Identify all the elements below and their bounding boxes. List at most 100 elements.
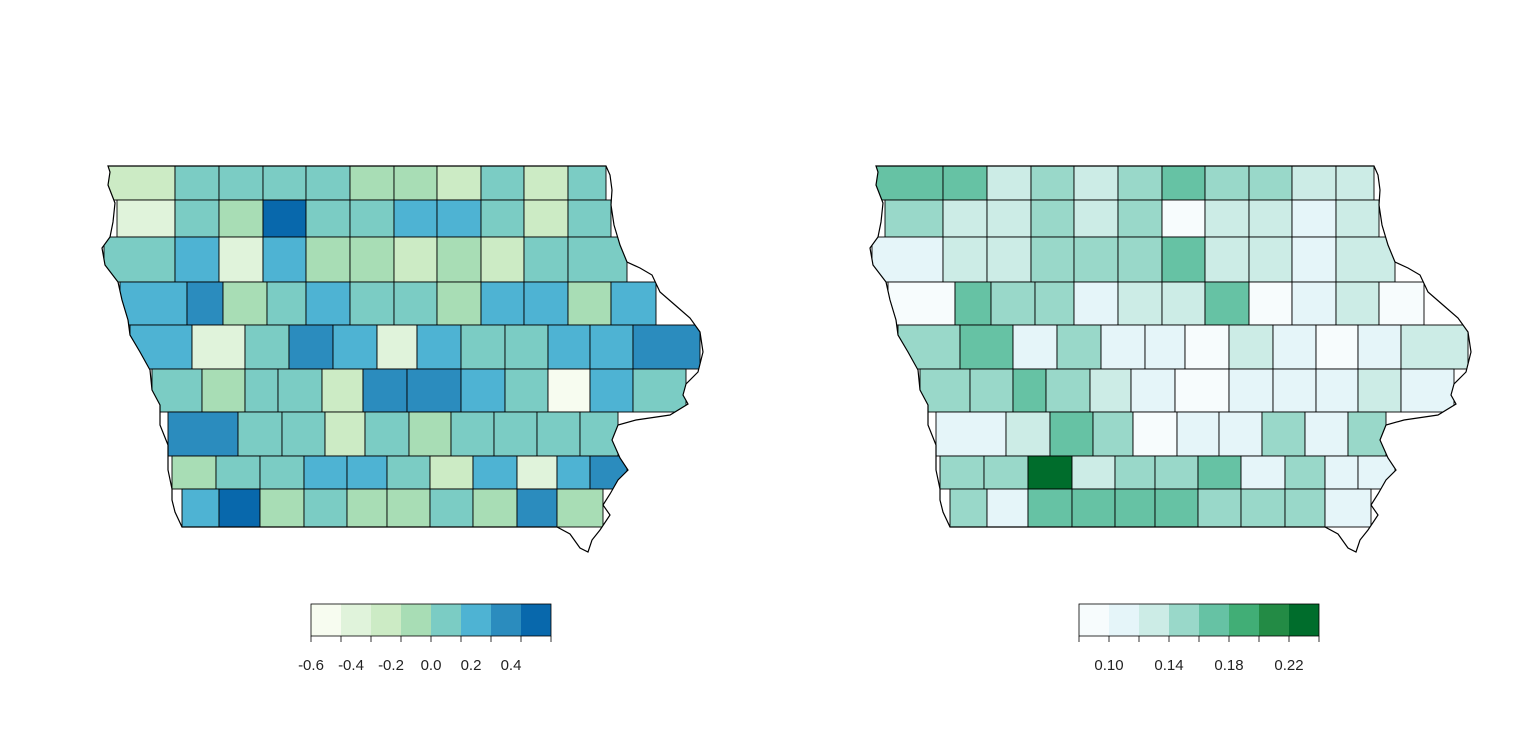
left-county-r2-c1[interactable] xyxy=(174,236,220,283)
right-county-r2-c6[interactable] xyxy=(1161,236,1206,283)
left-county-r7-c7[interactable] xyxy=(472,455,518,490)
left-county-r0-c8[interactable] xyxy=(480,166,525,201)
left-county-r2-c3[interactable] xyxy=(262,236,307,283)
right-county-r7-c9[interactable] xyxy=(1324,455,1359,490)
right-county-r1-c8[interactable] xyxy=(1248,199,1293,238)
right-county-r8-c3[interactable] xyxy=(1071,488,1116,528)
right-county-r0-c6[interactable] xyxy=(1161,166,1206,201)
right-county-r5-c7[interactable] xyxy=(1228,368,1274,413)
right-county-r0-c4[interactable] xyxy=(1073,166,1119,201)
left-county-r6-c3[interactable] xyxy=(324,411,366,457)
right-county-r4-c10[interactable] xyxy=(1357,324,1402,370)
right-county-r6-c8[interactable] xyxy=(1304,411,1349,457)
right-county-r0-c3[interactable] xyxy=(1030,166,1075,201)
right-county-r2-c2[interactable] xyxy=(986,236,1032,283)
left-county-r4-c7[interactable] xyxy=(460,324,506,370)
right-county-r6-c5[interactable] xyxy=(1176,411,1220,457)
right-county-r0-c5[interactable] xyxy=(1117,166,1163,201)
right-county-r2-c8[interactable] xyxy=(1248,236,1293,283)
right-county-r3-c4[interactable] xyxy=(1073,281,1119,326)
left-county-r7-c2[interactable] xyxy=(259,455,305,490)
left-county-r8-c9[interactable] xyxy=(556,488,604,528)
left-county-r6-c6[interactable] xyxy=(450,411,495,457)
left-county-r5-c4[interactable] xyxy=(321,368,364,413)
right-county-r5-c5[interactable] xyxy=(1130,368,1176,413)
left-county-r4-c5[interactable] xyxy=(376,324,418,370)
right-county-r5-c2[interactable] xyxy=(1012,368,1047,413)
left-county-r1-c6[interactable] xyxy=(393,199,438,238)
left-county-r6-c7[interactable] xyxy=(493,411,538,457)
left-county-r0-c4[interactable] xyxy=(305,166,351,201)
right-county-r6-c6[interactable] xyxy=(1218,411,1263,457)
right-county-r4-c6[interactable] xyxy=(1184,324,1230,370)
right-county-r1-c3[interactable] xyxy=(1030,199,1075,238)
right-county-r7-c0[interactable] xyxy=(939,455,985,490)
left-county-r3-c8[interactable] xyxy=(480,281,525,326)
left-county-r7-c0[interactable] xyxy=(171,455,217,490)
left-county-r3-c3[interactable] xyxy=(266,281,307,326)
right-county-r4-c4[interactable] xyxy=(1100,324,1146,370)
right-county-r0-c1[interactable] xyxy=(942,166,988,201)
right-county-r2-c4[interactable] xyxy=(1073,236,1119,283)
left-county-r3-c0[interactable] xyxy=(119,281,188,326)
right-county-r3-c5[interactable] xyxy=(1117,281,1163,326)
left-county-r5-c8[interactable] xyxy=(504,368,549,413)
left-county-r0-c1[interactable] xyxy=(174,166,220,201)
left-county-r4-c4[interactable] xyxy=(332,324,378,370)
right-county-r4-c1[interactable] xyxy=(959,324,1014,370)
left-county-r2-c7[interactable] xyxy=(436,236,482,283)
right-county-r3-c11[interactable] xyxy=(1378,281,1425,326)
left-county-r1-c0[interactable] xyxy=(116,199,176,238)
right-county-r3-c7[interactable] xyxy=(1204,281,1250,326)
left-county-r7-c3[interactable] xyxy=(303,455,348,490)
left-county-r5-c3[interactable] xyxy=(277,368,323,413)
left-county-r7-c4[interactable] xyxy=(346,455,388,490)
right-county-r8-c7[interactable] xyxy=(1240,488,1286,528)
left-county-r1-c1[interactable] xyxy=(174,199,220,238)
right-county-r5-c1[interactable] xyxy=(969,368,1014,413)
left-county-r7-c6[interactable] xyxy=(429,455,474,490)
left-county-r5-c6[interactable] xyxy=(406,368,462,413)
left-county-r5-c1[interactable] xyxy=(201,368,246,413)
left-county-r0-c10[interactable] xyxy=(567,166,607,201)
right-county-r4-c8[interactable] xyxy=(1272,324,1317,370)
right-county-r7-c3[interactable] xyxy=(1071,455,1116,490)
left-county-r1-c9[interactable] xyxy=(523,199,569,238)
right-county-r4-c5[interactable] xyxy=(1144,324,1186,370)
left-county-r6-c8[interactable] xyxy=(536,411,581,457)
left-county-r1-c3[interactable] xyxy=(262,199,307,238)
left-county-r8-c2[interactable] xyxy=(259,488,305,528)
left-county-r0-c5[interactable] xyxy=(349,166,395,201)
right-county-r6-c7[interactable] xyxy=(1261,411,1306,457)
right-county-r1-c1[interactable] xyxy=(942,199,988,238)
right-county-r0-c10[interactable] xyxy=(1335,166,1375,201)
left-county-r6-c4[interactable] xyxy=(364,411,410,457)
right-county-r1-c0[interactable] xyxy=(884,199,944,238)
left-county-r1-c4[interactable] xyxy=(305,199,351,238)
left-county-r3-c2[interactable] xyxy=(222,281,268,326)
right-county-r4-c9[interactable] xyxy=(1315,324,1359,370)
right-county-r7-c1[interactable] xyxy=(983,455,1029,490)
right-county-r7-c4[interactable] xyxy=(1114,455,1156,490)
right-county-r5-c8[interactable] xyxy=(1272,368,1317,413)
left-county-r3-c5[interactable] xyxy=(349,281,395,326)
right-county-r2-c0[interactable] xyxy=(871,236,944,283)
right-county-r4-c0[interactable] xyxy=(897,324,961,370)
left-county-r1-c7[interactable] xyxy=(436,199,482,238)
left-county-r4-c11[interactable] xyxy=(632,324,701,370)
left-county-r5-c5[interactable] xyxy=(362,368,408,413)
left-county-r2-c4[interactable] xyxy=(305,236,351,283)
right-county-r1-c10[interactable] xyxy=(1335,199,1380,238)
left-county-r0-c7[interactable] xyxy=(436,166,482,201)
right-county-r4-c3[interactable] xyxy=(1056,324,1102,370)
left-county-r2-c8[interactable] xyxy=(480,236,525,283)
left-county-r4-c8[interactable] xyxy=(504,324,549,370)
left-county-r2-c2[interactable] xyxy=(218,236,264,283)
left-county-r1-c2[interactable] xyxy=(218,199,264,238)
left-county-r4-c9[interactable] xyxy=(547,324,591,370)
right-county-r4-c11[interactable] xyxy=(1400,324,1469,370)
left-county-r6-c9[interactable] xyxy=(579,411,619,457)
right-county-r4-c7[interactable] xyxy=(1228,324,1274,370)
right-county-r1-c4[interactable] xyxy=(1073,199,1119,238)
left-county-r5-c7[interactable] xyxy=(460,368,506,413)
